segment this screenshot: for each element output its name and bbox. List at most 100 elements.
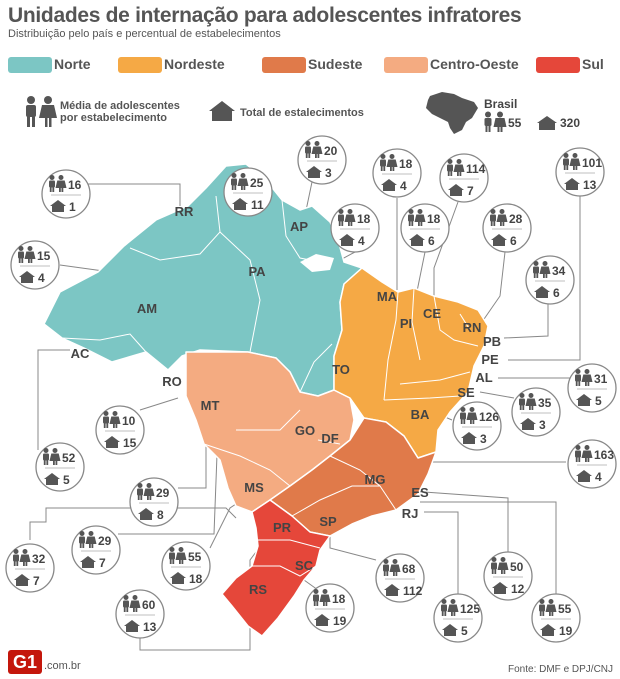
- state-label-ba: BA: [411, 407, 430, 422]
- callout-average: 29: [98, 534, 112, 548]
- leader-line-rr: [88, 183, 181, 206]
- callout-total: 18: [189, 572, 203, 586]
- map-water: [300, 254, 334, 272]
- adolescents-icon: [123, 595, 141, 612]
- adolescents-icon: [533, 261, 551, 278]
- leader-lines: [29, 181, 581, 651]
- house-icon: [576, 394, 592, 406]
- house-icon: [138, 508, 154, 520]
- adolescents-icon: [313, 589, 331, 606]
- leader-line-ac: [37, 349, 70, 450]
- leader-line-ro: [139, 397, 179, 411]
- adolescents-icon: [79, 531, 97, 548]
- adolescents-icon: [43, 448, 61, 465]
- callout-average: 20: [324, 144, 338, 158]
- callout-circle: [400, 203, 450, 253]
- callout-average: 126: [479, 410, 499, 424]
- state-label-pb: PB: [483, 334, 501, 349]
- state-callouts: 1612511203154525101518418418611472863461…: [5, 135, 617, 643]
- callout-average: 32: [32, 552, 46, 566]
- house-icon: [461, 432, 477, 444]
- state-callout-pb: 34 6: [525, 255, 575, 305]
- callout-circle: [305, 583, 355, 633]
- adolescents-icon: [231, 173, 249, 190]
- callout-average: 50: [510, 560, 524, 574]
- callout-circle: [511, 387, 561, 437]
- state-label-pr: PR: [273, 520, 292, 535]
- house-icon: [576, 470, 592, 482]
- adolescents-icon: [563, 153, 581, 170]
- callout-average: 55: [558, 602, 572, 616]
- state-callout-pa: 25 11: [223, 167, 273, 217]
- legend-label: Sudeste: [308, 56, 363, 72]
- state-callout-am: 15 4: [10, 240, 60, 290]
- state-callout-rj: 125 5: [433, 593, 483, 643]
- legend-swatch: [384, 57, 428, 73]
- callout-circle: [482, 203, 532, 253]
- state-label-to: TO: [332, 362, 350, 377]
- adolescents-icon: [519, 393, 537, 410]
- state-label-mg: MG: [365, 472, 386, 487]
- brasil-average: 55: [508, 116, 522, 130]
- house-icon: [564, 178, 580, 190]
- callout-average: 18: [399, 157, 413, 171]
- callout-average: 55: [188, 550, 202, 564]
- state-label-am: AM: [137, 301, 157, 316]
- callout-total: 13: [583, 178, 597, 192]
- house-icon: [50, 200, 66, 212]
- state-callout-al: 31 5: [567, 363, 617, 413]
- callout-total: 8: [157, 508, 164, 522]
- state-label-ro: RO: [162, 374, 182, 389]
- state-callout-ap: 20 3: [297, 135, 347, 185]
- callout-total: 112: [403, 584, 423, 598]
- state-label-es: ES: [411, 485, 429, 500]
- state-callout-se: 35 3: [511, 387, 561, 437]
- state-callout-pr: 60 13: [115, 589, 165, 639]
- state-callout-ac: 52 5: [35, 442, 85, 492]
- callout-average: 114: [466, 162, 486, 176]
- adolescents-icon: [338, 209, 356, 226]
- house-icon: [540, 624, 556, 636]
- state-callout-go: 29 7: [71, 525, 121, 575]
- house-icon: [170, 572, 186, 584]
- house-icon: [19, 271, 35, 283]
- callout-total: 7: [467, 184, 474, 198]
- callout-circle: [531, 593, 581, 643]
- callout-total: 6: [510, 234, 517, 248]
- state-label-go: GO: [295, 423, 315, 438]
- callout-average: 31: [594, 372, 608, 386]
- state-callout-sp: 68 112: [375, 553, 425, 603]
- leader-line-sp: [329, 534, 377, 561]
- house-icon: [232, 198, 248, 210]
- callout-total: 4: [595, 470, 602, 484]
- callout-total: 3: [480, 432, 487, 446]
- state-callout-rn: 28 6: [482, 203, 532, 253]
- state-callout-ce: 114 7: [439, 153, 489, 203]
- house-icon: [492, 582, 508, 594]
- house-icon: [448, 184, 464, 196]
- callout-total: 5: [461, 624, 468, 638]
- house-icon: [534, 286, 550, 298]
- key-total-label: Total de estalecimentos: [240, 107, 364, 119]
- house-icon: [104, 436, 120, 448]
- state-callout-ma: 18 4: [372, 148, 422, 198]
- legend-label: Nordeste: [164, 56, 225, 72]
- house-icon: [124, 620, 140, 632]
- brasil-mini-map: [426, 92, 478, 134]
- callout-circle: [161, 541, 211, 591]
- callout-average: 15: [37, 249, 51, 263]
- callout-circle: [35, 442, 85, 492]
- adolescents-icon: [575, 369, 593, 386]
- house-icon: [80, 556, 96, 568]
- callout-average: 101: [582, 156, 602, 170]
- adolescents-icon: [380, 154, 398, 171]
- house-icon: [381, 179, 397, 191]
- state-callout-ro: 10 15: [95, 405, 145, 455]
- legend-swatch: [262, 57, 306, 73]
- adolescents-icon: [447, 159, 465, 176]
- leader-line-es: [420, 501, 557, 594]
- legend-swatch: [8, 57, 52, 73]
- state-label-sp: SP: [319, 514, 337, 529]
